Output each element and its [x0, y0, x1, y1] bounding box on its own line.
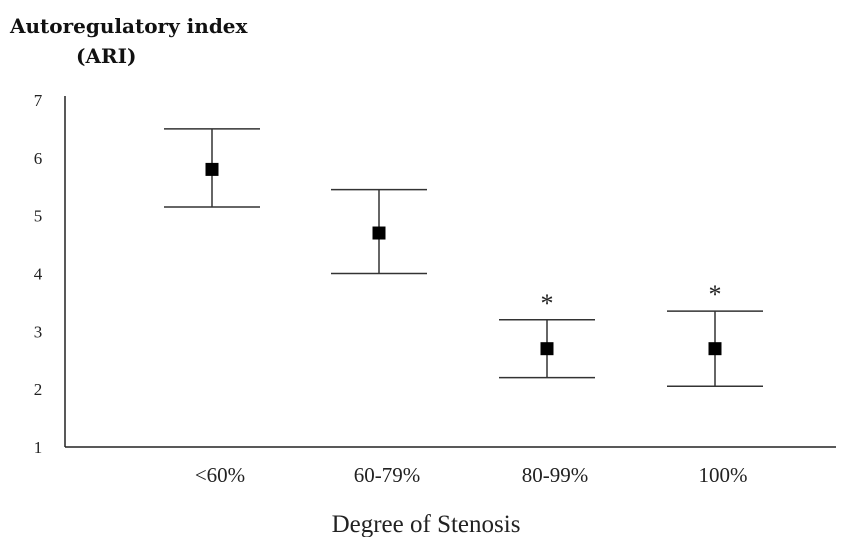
y-tick-label: 3	[34, 322, 43, 341]
y-tick-label: 4	[34, 265, 43, 284]
y-tick-label: 5	[34, 207, 43, 226]
x-tick-label: 80-99%	[522, 463, 589, 487]
y-tick-label: 1	[34, 438, 43, 457]
mean-marker	[205, 162, 219, 176]
data-points	[205, 162, 722, 356]
x-tick-label: <60%	[195, 463, 245, 487]
significance-star: *	[709, 280, 722, 309]
y-axis-title-line-2: (ARI)	[76, 44, 136, 68]
category-labels: <60% 60-79% 80-99% 100%	[195, 463, 748, 487]
x-tick-label: 60-79%	[354, 463, 421, 487]
y-tick-label: 6	[34, 149, 43, 168]
significance-star: *	[541, 289, 554, 318]
x-tick-label: 100%	[699, 463, 748, 487]
mean-marker	[708, 342, 722, 356]
axes	[64, 96, 836, 448]
y-ticks: 1 2 3 4 5 6 7	[34, 91, 43, 457]
mean-marker	[372, 226, 386, 240]
mean-marker	[540, 342, 554, 356]
y-tick-label: 2	[34, 380, 43, 399]
y-tick-label: 7	[34, 91, 43, 110]
significance-markers: * *	[541, 280, 722, 318]
y-axis-title: Autoregulatory index (ARI)	[9, 14, 249, 68]
error-bars	[164, 128, 763, 388]
x-axis-title: Degree of Stenosis	[332, 511, 521, 537]
y-axis-title-line-1: Autoregulatory index	[9, 14, 249, 38]
